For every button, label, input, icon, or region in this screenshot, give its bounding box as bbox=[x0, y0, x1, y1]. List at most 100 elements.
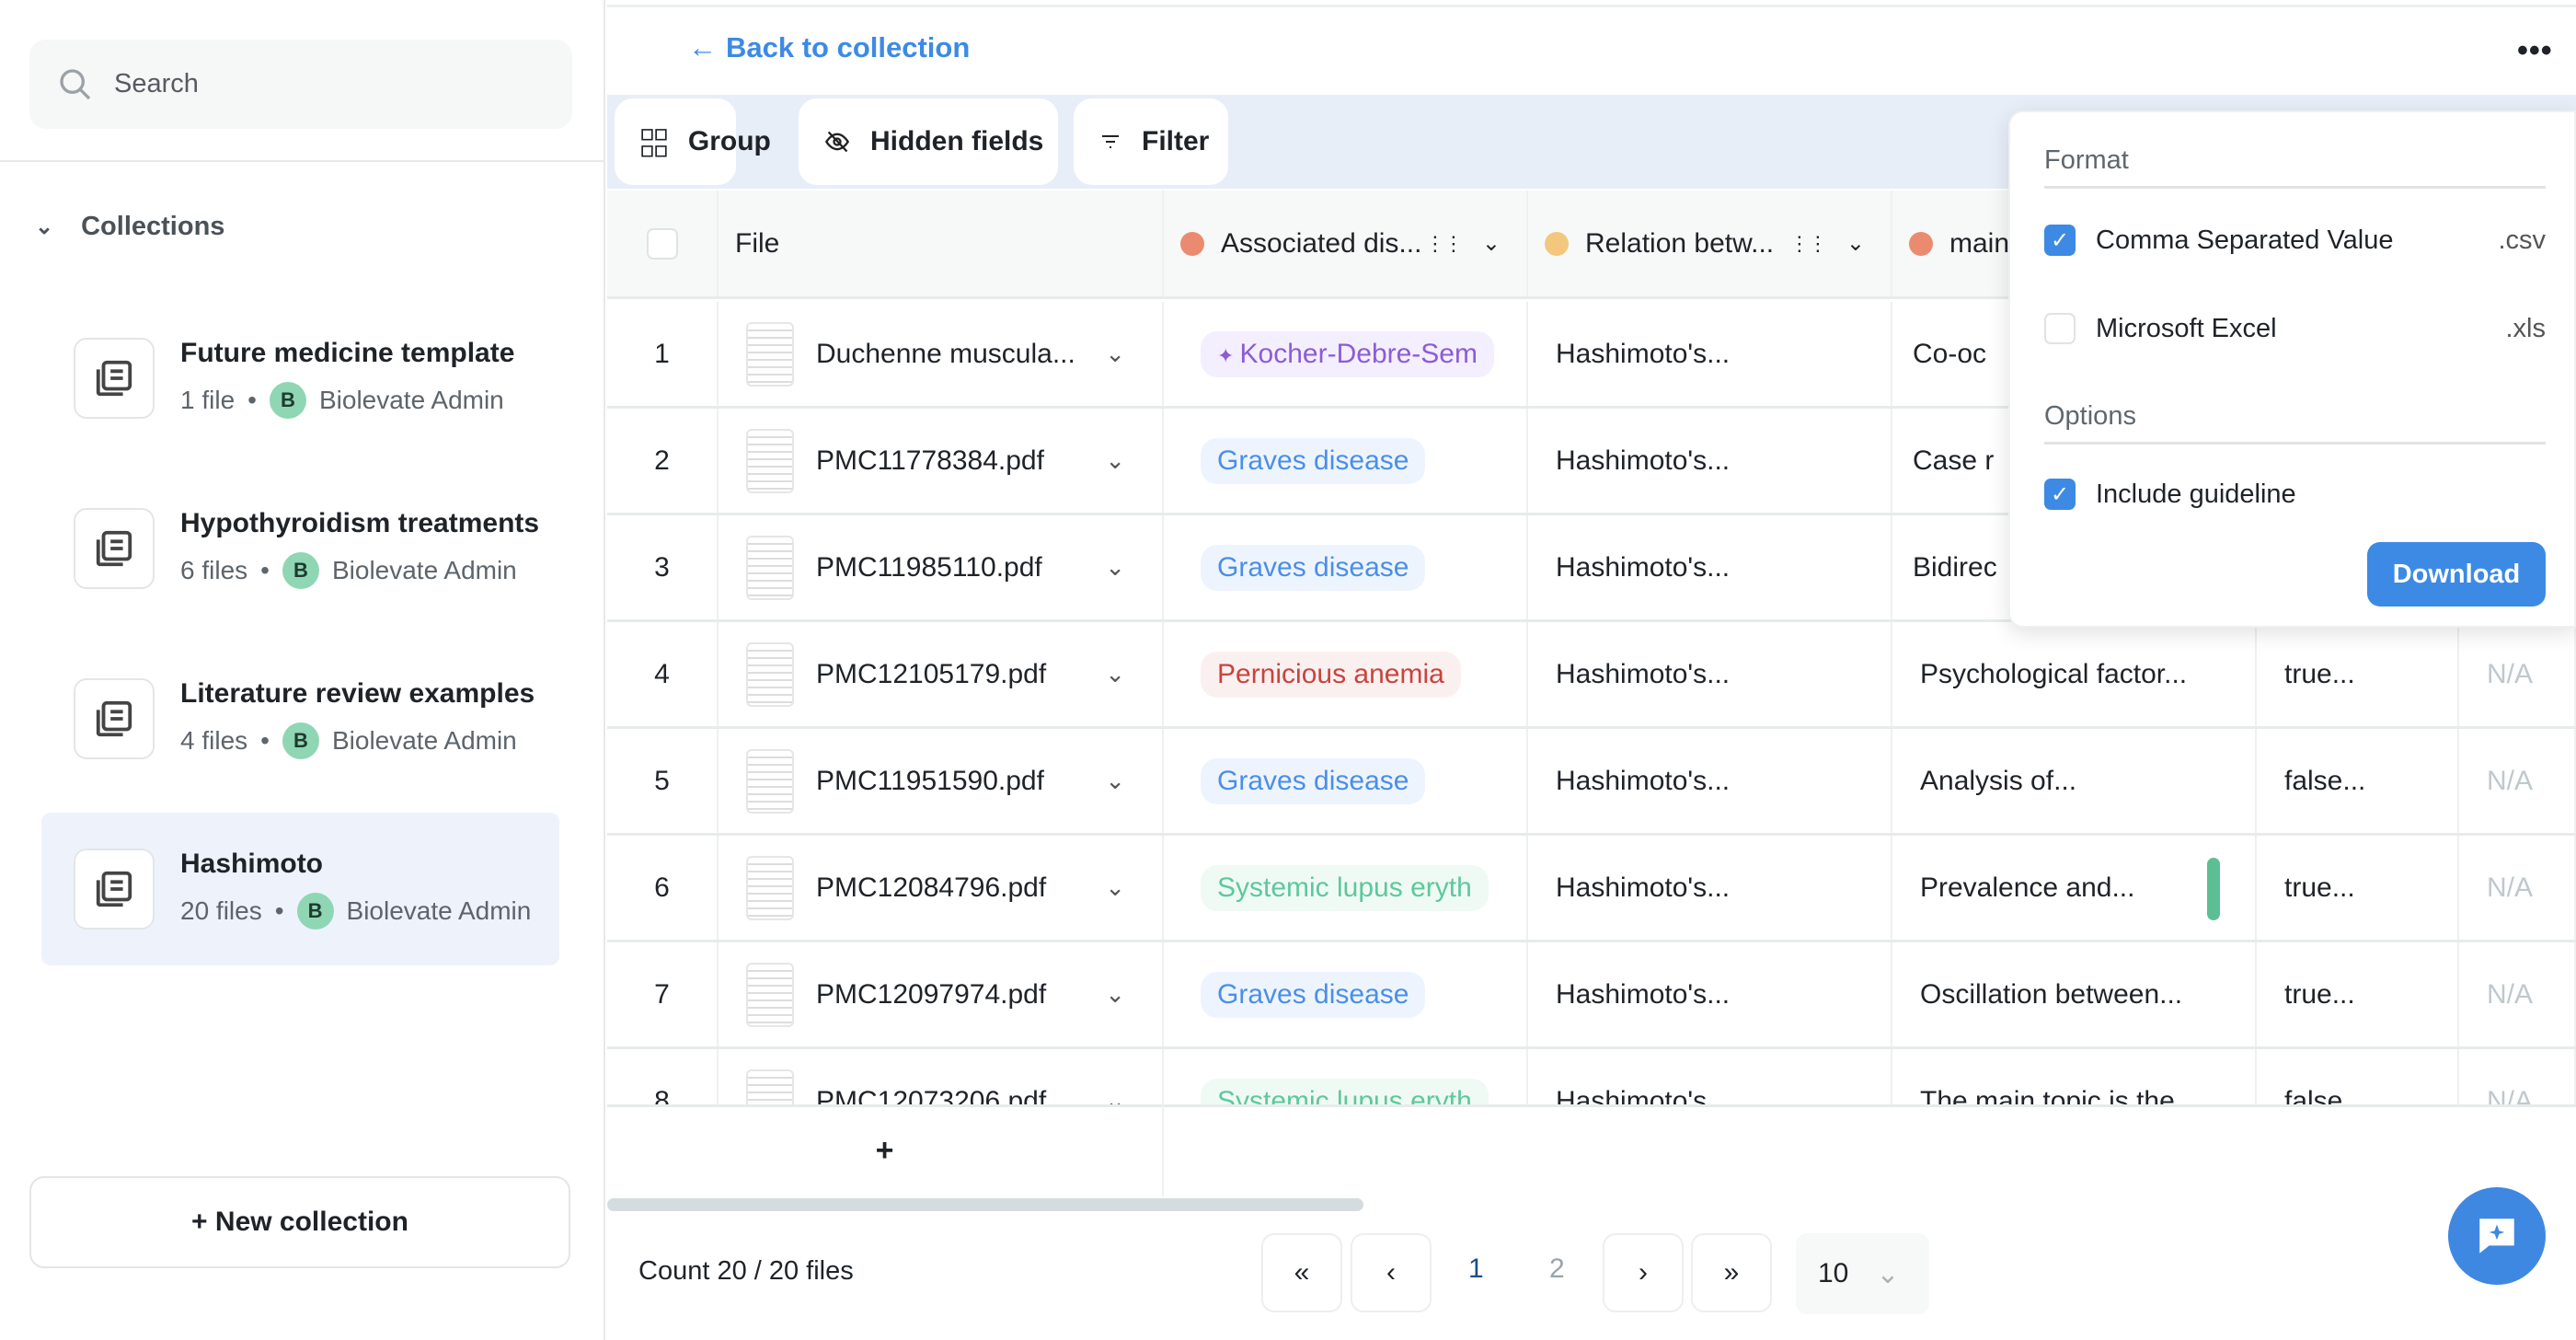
cell[interactable]: 4 bbox=[607, 622, 719, 726]
cell[interactable]: N/A bbox=[2459, 622, 2576, 726]
table-row[interactable]: 4 PMC12105179.pdf ⌄ Pernicious anemia Hashim… bbox=[607, 622, 2576, 729]
back-to-collection-link[interactable]: ← Back to collection bbox=[688, 31, 970, 64]
cell[interactable]: N/A bbox=[2459, 942, 2576, 1046]
column-header-file[interactable]: File bbox=[719, 191, 1164, 296]
chevron-down-icon[interactable]: ⌄ bbox=[1105, 767, 1125, 794]
next-page-button[interactable]: › bbox=[1603, 1233, 1684, 1312]
cell[interactable]: Systemic lupus eryth bbox=[1164, 836, 1528, 940]
chevron-down-icon[interactable]: ⌄ bbox=[1105, 553, 1125, 581]
cell[interactable]: true... bbox=[2257, 836, 2459, 940]
chevron-down-icon[interactable]: ⌄ bbox=[1105, 446, 1125, 474]
cell[interactable]: Hashimoto's... bbox=[1528, 622, 1892, 726]
cell[interactable]: Graves disease bbox=[1164, 729, 1528, 833]
cell[interactable]: Hashimoto's... bbox=[1528, 729, 1892, 833]
cell[interactable]: ✦ Kocher-Debre-Sem bbox=[1164, 302, 1528, 406]
collections-toggle[interactable]: ⌄ Collections bbox=[35, 212, 224, 242]
cell[interactable]: Hashimoto's... bbox=[1528, 302, 1892, 406]
cell[interactable]: N/A bbox=[2459, 729, 2576, 833]
include-guideline-option[interactable]: ✓ Include guideline bbox=[2044, 479, 2546, 510]
cell[interactable]: 1 bbox=[607, 302, 719, 406]
cell[interactable]: 3 bbox=[607, 515, 719, 619]
cell[interactable]: Hashimoto's... bbox=[1528, 409, 1892, 513]
hidden-fields-button[interactable]: Hidden fields bbox=[799, 98, 1058, 185]
cell[interactable]: 2 bbox=[607, 409, 719, 513]
cell[interactable]: true... bbox=[2257, 942, 2459, 1046]
cell[interactable]: Graves disease bbox=[1164, 409, 1528, 513]
cell[interactable]: 7 bbox=[607, 942, 719, 1046]
horizontal-scrollbar[interactable] bbox=[607, 1198, 1363, 1211]
collection-item[interactable]: Future medicine template 1 file • B Bioleva… bbox=[41, 302, 559, 455]
csv-option[interactable]: ✓ Comma Separated Value .csv bbox=[2044, 225, 2546, 256]
cell[interactable]: PMC11951590.pdf ⌄ bbox=[719, 729, 1164, 833]
cell[interactable]: Systemic lupus eryth bbox=[1164, 1049, 1528, 1104]
cell[interactable]: PMC12097974.pdf ⌄ bbox=[719, 942, 1164, 1046]
cell[interactable]: The main topic is the bbox=[1892, 1049, 2257, 1104]
more-options-button[interactable]: ••• bbox=[2517, 33, 2553, 68]
chevron-down-icon[interactable]: ⌄ bbox=[1481, 231, 1501, 256]
new-collection-button[interactable]: + New collection bbox=[29, 1176, 570, 1268]
cell[interactable]: Analysis of... bbox=[1892, 729, 2257, 833]
cell[interactable]: Graves disease bbox=[1164, 942, 1528, 1046]
cell[interactable]: PMC12073206.pdf ⌄ bbox=[719, 1049, 1164, 1104]
cell[interactable]: Hashimoto's... bbox=[1528, 836, 1892, 940]
chevron-down-icon[interactable]: ⌄ bbox=[1105, 340, 1125, 367]
page-1-button[interactable]: 1 bbox=[1468, 1253, 1484, 1284]
cell[interactable]: true... bbox=[2257, 622, 2459, 726]
cell[interactable]: PMC12105179.pdf ⌄ bbox=[719, 622, 1164, 726]
table-row[interactable]: 6 PMC12084796.pdf ⌄ Systemic lupus eryth Has… bbox=[607, 836, 2576, 942]
first-page-button[interactable]: « bbox=[1261, 1233, 1342, 1312]
excel-option[interactable]: Microsoft Excel .xls bbox=[2044, 313, 2546, 344]
cell[interactable]: PMC11778384.pdf ⌄ bbox=[719, 409, 1164, 513]
column-header[interactable]: Associated dis... ⋮⋮ ⌄ bbox=[1164, 191, 1528, 296]
collection-item[interactable]: Literature review examples 4 files • B Biol… bbox=[41, 642, 559, 795]
column-header[interactable]: Relation betw... ⋮⋮ ⌄ bbox=[1528, 191, 1892, 296]
cell[interactable]: N/A bbox=[2459, 836, 2576, 940]
collection-item[interactable]: Hypothyroidism treatments 6 files • B Biole… bbox=[41, 472, 559, 625]
cell[interactable]: 6 bbox=[607, 836, 719, 940]
filter-button[interactable]: Filter bbox=[1074, 98, 1228, 185]
cell[interactable]: Prevalence and... bbox=[1892, 836, 2257, 940]
cell[interactable]: 5 bbox=[607, 729, 719, 833]
cell[interactable]: Hashimoto's... bbox=[1528, 515, 1892, 619]
cell[interactable]: N/A bbox=[2459, 1049, 2576, 1104]
group-button[interactable]: ◻◻ ◻◻ Group bbox=[615, 98, 771, 185]
cell[interactable]: Hashimoto's... bbox=[1528, 942, 1892, 1046]
page-2-button[interactable]: 2 bbox=[1549, 1253, 1565, 1284]
cell[interactable]: false... bbox=[2257, 729, 2459, 833]
collection-item[interactable]: Hashimoto 20 files • B Biolevate Admin bbox=[41, 813, 559, 965]
drag-handle-icon[interactable]: ⋮⋮ bbox=[1788, 231, 1828, 255]
cell[interactable]: Duchenne muscula... ⌄ bbox=[719, 302, 1164, 406]
table-row[interactable]: 8 PMC12073206.pdf ⌄ Systemic lupus eryth Has… bbox=[607, 1049, 2576, 1104]
cell[interactable]: PMC11985110.pdf ⌄ bbox=[719, 515, 1164, 619]
include-guideline-checkbox[interactable]: ✓ bbox=[2044, 479, 2076, 510]
add-row-button[interactable]: + bbox=[607, 1104, 1164, 1196]
chevron-down-icon[interactable]: ⌄ bbox=[1105, 873, 1125, 901]
cell[interactable]: false bbox=[2257, 1049, 2459, 1104]
table-row[interactable]: 7 PMC12097974.pdf ⌄ Graves disease Hashimoto… bbox=[607, 942, 2576, 1049]
chevron-down-icon[interactable]: ⌄ bbox=[1846, 231, 1865, 256]
csv-checkbox[interactable]: ✓ bbox=[2044, 225, 2076, 256]
drag-handle-icon[interactable]: ⋮⋮ bbox=[1424, 231, 1464, 255]
column-resize-handle[interactable] bbox=[2207, 858, 2220, 920]
table-row[interactable]: 5 PMC11951590.pdf ⌄ Graves disease Hashimoto… bbox=[607, 729, 2576, 836]
prev-page-button[interactable]: ‹ bbox=[1351, 1233, 1432, 1312]
cell[interactable]: PMC12084796.pdf ⌄ bbox=[719, 836, 1164, 940]
cell[interactable]: Psychological factor... bbox=[1892, 622, 2257, 726]
last-page-button[interactable]: » bbox=[1691, 1233, 1772, 1312]
chevron-down-icon[interactable]: ⌄ bbox=[1105, 1087, 1125, 1104]
download-button[interactable]: Download bbox=[2367, 542, 2546, 606]
excel-checkbox[interactable] bbox=[2044, 313, 2076, 344]
cell[interactable]: Hashimoto's bbox=[1528, 1049, 1892, 1104]
header-checkbox-cell[interactable] bbox=[607, 191, 719, 296]
select-all-checkbox[interactable] bbox=[646, 227, 678, 260]
table-row[interactable]: 1 Duchenne muscula... ⌄ ✦ Kocher-Debre-Sem H… bbox=[607, 302, 2576, 409]
page-size-select[interactable]: 10 ⌄ bbox=[1796, 1233, 1929, 1314]
cell[interactable]: 8 bbox=[607, 1049, 719, 1104]
column-header[interactable]: main bbox=[1892, 191, 2257, 296]
cell[interactable]: Pernicious anemia bbox=[1164, 622, 1528, 726]
search-input[interactable]: Search bbox=[29, 40, 572, 129]
cell[interactable]: Oscillation between... bbox=[1892, 942, 2257, 1046]
chevron-down-icon[interactable]: ⌄ bbox=[1105, 660, 1125, 687]
cell[interactable]: Graves disease bbox=[1164, 515, 1528, 619]
ai-chat-button[interactable] bbox=[2448, 1187, 2546, 1285]
